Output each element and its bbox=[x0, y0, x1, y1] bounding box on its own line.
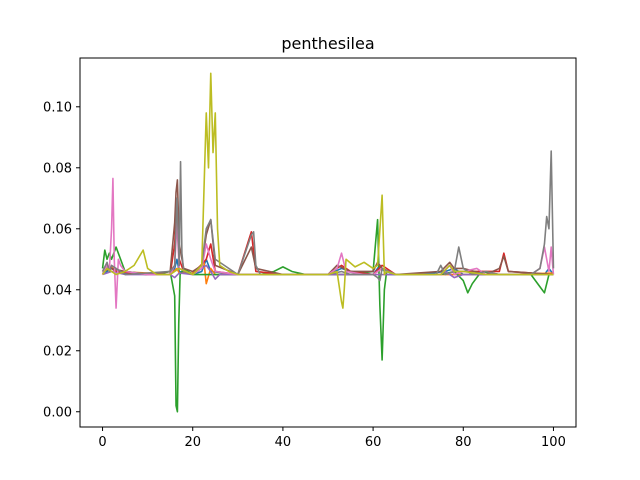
chart-title: penthesilea bbox=[281, 34, 374, 53]
x-tick-label: 20 bbox=[184, 435, 201, 450]
x-axis: 0 20 40 60 80 100 bbox=[98, 427, 566, 450]
series-line-9 bbox=[101, 72, 554, 309]
x-tick-label: 0 bbox=[98, 435, 106, 450]
y-tick-label: 0.06 bbox=[43, 222, 72, 237]
x-tick-label: 100 bbox=[541, 435, 566, 450]
series-line-6 bbox=[102, 179, 554, 276]
x-tick-label: 60 bbox=[365, 435, 382, 450]
x-tick-label: 80 bbox=[455, 435, 472, 450]
y-tick-label: 0.02 bbox=[43, 344, 72, 359]
plot-frame bbox=[79, 57, 577, 428]
y-tick-label: 0.08 bbox=[43, 161, 72, 176]
y-tick-label: 0.04 bbox=[43, 283, 72, 298]
y-tick-label: 0.10 bbox=[43, 100, 72, 115]
x-tick-label: 40 bbox=[275, 435, 292, 450]
y-axis: 0.00 0.02 0.04 0.06 0.08 0.10 bbox=[43, 100, 80, 420]
y-tick-label: 0.00 bbox=[43, 405, 72, 420]
plot-series bbox=[101, 72, 555, 413]
